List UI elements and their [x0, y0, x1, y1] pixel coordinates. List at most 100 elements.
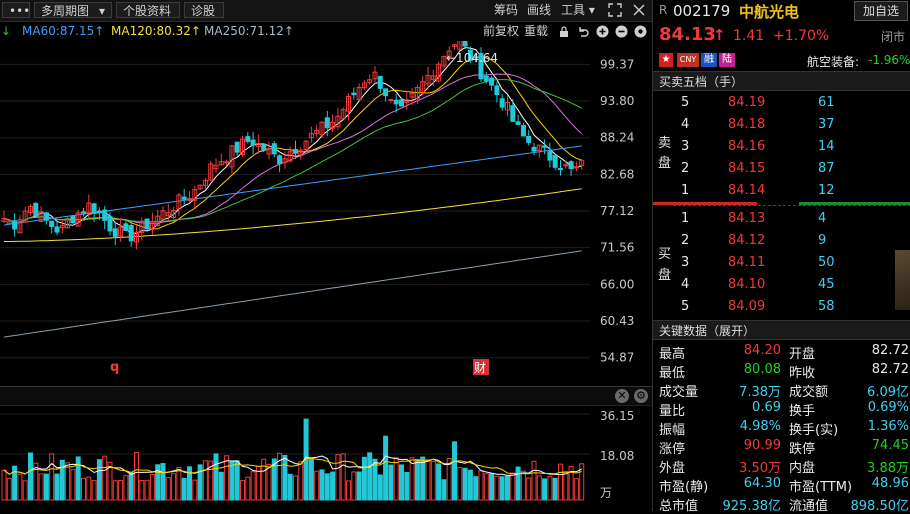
keydata-header[interactable]: 关键数据（展开） — [653, 320, 910, 340]
sell-level-row[interactable]: 4 84.18 37 — [653, 114, 910, 136]
volume-bar — [266, 463, 272, 501]
ma250-line — [3, 250, 582, 338]
volume-bar — [155, 464, 161, 501]
keydata-label: 开盘 — [789, 347, 816, 362]
volume-bar — [165, 477, 171, 501]
buy-level-row[interactable]: 1 84.13 4 — [653, 208, 910, 230]
fullscreen-icon[interactable] — [608, 3, 622, 17]
candlestick-chart[interactable]: 99.37 93.80 88.24 82.68 77.12 71.56 66.00 60.43… — [0, 41, 652, 386]
vol-unit: 万 — [600, 486, 612, 500]
buy-level-row[interactable]: 3 84.11 50 — [653, 252, 910, 274]
volume-bar — [436, 463, 442, 501]
expand-icon[interactable] — [632, 3, 646, 17]
candle-body — [192, 188, 198, 201]
candle-body — [520, 125, 526, 137]
sector-name[interactable]: 航空装备: — [807, 55, 860, 69]
candles — [1, 41, 585, 250]
volume-bar — [314, 470, 320, 501]
menu-button[interactable]: ••• — [2, 2, 30, 18]
volume-bar — [462, 467, 468, 501]
keydata-value: 90.99 — [743, 438, 781, 453]
sell-volume: 14 — [818, 139, 835, 154]
sell-level-row[interactable]: 5 84.19 61 — [653, 92, 910, 114]
lock-icon[interactable] — [558, 26, 570, 38]
buy-level-row[interactable]: 5 84.09 58 — [653, 296, 910, 318]
volume-bar — [441, 479, 447, 501]
volume-bar — [59, 459, 65, 501]
fuquan-toggle[interactable]: 前复权 — [483, 24, 520, 38]
cny-badge: CNY — [677, 53, 699, 67]
settings-gear-icon[interactable] — [634, 25, 647, 38]
volume-bar — [118, 479, 124, 501]
volume-bar — [208, 460, 214, 501]
keydata-label: 最低 — [659, 366, 686, 381]
buy-level-row[interactable]: 2 84.12 9 — [653, 230, 910, 252]
volume-bar — [430, 460, 436, 501]
volume-chart[interactable]: 36.15 18.08 万 — [0, 404, 652, 511]
volume-bar — [218, 471, 224, 501]
candle-body — [377, 75, 383, 89]
volume-bar — [372, 458, 378, 501]
volume-bar — [446, 457, 452, 501]
zoom-out-icon[interactable] — [615, 25, 628, 38]
ma5-line — [3, 46, 582, 235]
marker-q[interactable]: q — [110, 360, 119, 375]
candle-body — [149, 221, 155, 230]
chips-button[interactable]: 筹码 — [494, 3, 519, 17]
price-tick-label: 93.80 — [600, 94, 634, 108]
stock-info-button[interactable]: 个股资料 — [116, 2, 180, 18]
zoom-in-icon[interactable] — [596, 25, 609, 38]
candle-body — [118, 226, 124, 237]
keydata-row: 涨停 90.99 跌停 74.45 — [653, 437, 910, 457]
candle-body — [6, 220, 12, 224]
sell-level-row[interactable]: 3 84.16 14 — [653, 136, 910, 158]
candle-body — [218, 161, 224, 166]
candle-body — [22, 210, 28, 223]
keydata-label: 跌停 — [789, 442, 816, 457]
keydata-label: 量比 — [659, 404, 686, 419]
close-icon[interactable]: ✕ — [615, 389, 629, 403]
buy-level-row[interactable]: 4 84.10 45 — [653, 274, 910, 296]
buy-volume: 4 — [818, 211, 827, 226]
volume-bar — [298, 461, 304, 501]
volume-bar — [335, 454, 341, 501]
volume-bar — [144, 479, 150, 501]
keydata-row: 振幅 4.98% 换手(实) 1.36% — [653, 418, 910, 438]
sell-level-row[interactable]: 1 84.14 12 — [653, 180, 910, 202]
draw-line-button[interactable]: 画线 — [527, 3, 552, 17]
undo-icon[interactable] — [577, 26, 589, 38]
sell-level-row[interactable]: 2 84.15 87 — [653, 158, 910, 180]
reload-button[interactable]: 重载 — [524, 24, 549, 38]
period-label: 多周期图 — [41, 4, 90, 18]
buy-pressure-bar — [799, 202, 910, 205]
candle-body — [330, 121, 336, 129]
candle-body — [81, 211, 86, 214]
candle-body — [271, 143, 277, 155]
candle-body — [467, 49, 473, 61]
candle-body — [224, 161, 230, 164]
candle-body — [351, 92, 357, 96]
candle-body — [12, 220, 18, 230]
diagnose-button[interactable]: 诊股 — [184, 2, 224, 18]
volume-bar — [367, 452, 373, 501]
price-gridlines — [0, 63, 590, 359]
earnings-marker-box[interactable] — [473, 359, 489, 375]
volume-bar — [229, 461, 235, 501]
keydata-label: 换手(实) — [789, 423, 839, 438]
volume-bar — [38, 473, 44, 501]
volume-bar — [1, 469, 7, 501]
settings-gear-icon[interactable]: ⚙ — [634, 389, 648, 403]
keydata-value: 7.38万 — [739, 385, 781, 400]
candle-body — [367, 79, 373, 84]
add-watchlist-button[interactable]: 加自选 — [854, 1, 908, 21]
candle-body — [107, 215, 113, 232]
chevron-down-icon: ▾ — [98, 4, 105, 18]
price-axis: 99.37 93.80 88.24 82.68 77.12 71.56 66.00 60.43… — [600, 57, 634, 364]
period-dropdown[interactable]: 多周期图 ▾ — [34, 2, 112, 18]
tools-dropdown[interactable]: 工具 ▾ — [561, 2, 595, 18]
volume-bar — [563, 471, 569, 501]
candle-body — [112, 228, 118, 237]
buy-side-label-1: 买 — [658, 247, 672, 262]
candle-body — [505, 101, 510, 111]
candle-body — [462, 41, 468, 47]
